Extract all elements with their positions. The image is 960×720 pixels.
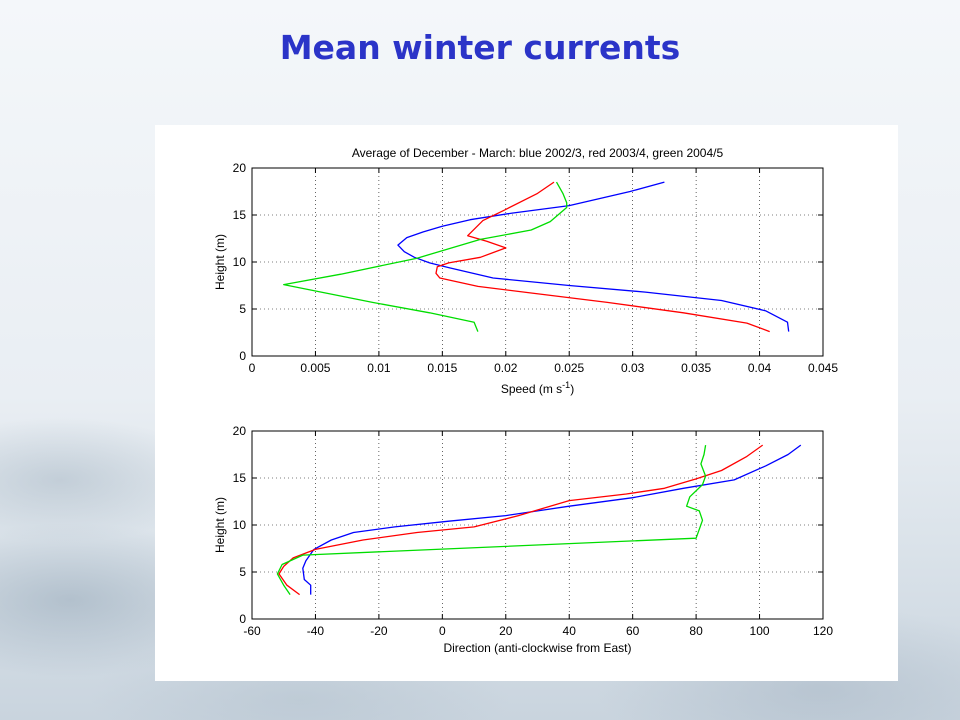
x-tick-label: 0.025 [554, 361, 584, 375]
x-tick-label: 0.045 [808, 361, 838, 375]
series-line-0 [302, 444, 802, 595]
y-tick-label: 15 [233, 471, 247, 485]
figure-svg: Average of December - March: blue 2002/3… [213, 146, 838, 655]
series-line-1 [435, 181, 770, 333]
x-axis-label-superscript: -1 [562, 380, 570, 390]
y-tick-label: 15 [233, 208, 247, 222]
y-tick-label: 5 [239, 565, 246, 579]
x-axis-label-end: ) [570, 382, 574, 396]
y-tick-label: 10 [233, 518, 247, 532]
y-axis-label: Height (m) [213, 234, 227, 290]
x-tick-label: 0.04 [748, 361, 772, 375]
x-tick-label: 0.015 [427, 361, 457, 375]
x-tick-label: 60 [626, 624, 640, 638]
x-tick-label: 0.03 [621, 361, 645, 375]
grid [252, 168, 823, 356]
x-tick-label: 0 [439, 624, 446, 638]
x-tick-label: 0.01 [367, 361, 391, 375]
x-tick-label: 20 [499, 624, 513, 638]
plot-frame [251, 167, 824, 357]
x-tick-label: 0 [249, 361, 256, 375]
y-axis-label: Height (m) [213, 497, 227, 553]
y-tick-label: 5 [239, 302, 246, 316]
direction-chart: Direction (anti-clockwise from East) Hei… [213, 424, 833, 655]
grid [252, 431, 823, 619]
y-tick-label: 10 [233, 255, 247, 269]
x-tick-label: 0.02 [494, 361, 518, 375]
x-axis-label: Speed (m s-1) [501, 380, 574, 396]
y-tick-label: 20 [233, 424, 247, 438]
x-tick-label: 80 [689, 624, 703, 638]
slide-title: Mean winter currents [279, 28, 681, 67]
y-tick-label: 20 [233, 161, 247, 175]
x-tick-label: -40 [307, 624, 325, 638]
series-line-0 [397, 181, 790, 332]
series-line-2 [283, 181, 568, 332]
x-tick-label: 40 [563, 624, 577, 638]
y-tick-label: 0 [239, 349, 246, 363]
x-tick-label: -60 [243, 624, 261, 638]
x-tick-label: 0.005 [300, 361, 330, 375]
x-axis-label: Direction (anti-clockwise from East) [443, 641, 631, 655]
x-axis-label-main: Speed (m s [501, 382, 562, 396]
y-tick-label: 0 [239, 612, 246, 626]
x-tick-label: 120 [813, 624, 833, 638]
x-tick-label: 0.035 [681, 361, 711, 375]
x-tick-label: -20 [370, 624, 388, 638]
chart-title: Average of December - March: blue 2002/3… [352, 146, 724, 160]
series-line-2 [276, 444, 707, 595]
x-tick-label: 100 [750, 624, 770, 638]
plot-frame [251, 430, 824, 620]
series-line-1 [278, 444, 764, 596]
figure-panel: Average of December - March: blue 2002/3… [155, 125, 898, 681]
speed-chart: Average of December - March: blue 2002/3… [213, 146, 838, 396]
